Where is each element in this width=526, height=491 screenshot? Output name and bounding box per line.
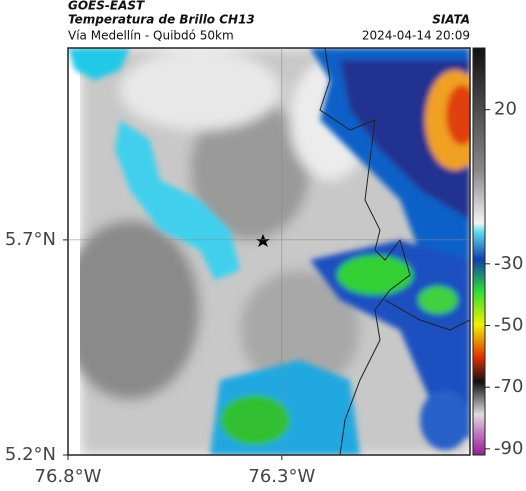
y-tick-label: 5.7°N [5, 229, 56, 250]
colorbar-tick-label: -50 [494, 315, 523, 336]
colorbar-tick-label: -90 [494, 438, 523, 459]
subtitle: Vía Medellín - Quibdó 50km [68, 29, 234, 43]
map-frame [67, 47, 471, 456]
location-marker [256, 234, 270, 247]
colorbar-tick-label: -70 [494, 376, 523, 397]
x-tick-label: 76.8°W [35, 466, 102, 487]
agency: SIATA [432, 13, 470, 27]
satellite-image [68, 48, 470, 455]
title: Temperatura de Brillo CH13 [68, 13, 255, 27]
colorbar-tick-label: 20 [494, 99, 517, 120]
timestamp: 2024-04-14 20:09 [362, 29, 470, 43]
y-tick-label: 5.2°N [5, 444, 56, 465]
product: GOES-EAST [68, 0, 145, 13]
x-tick-label: 76.3°W [248, 466, 315, 487]
colorbar-tick-label: -30 [494, 253, 523, 274]
colorbar [472, 47, 486, 456]
